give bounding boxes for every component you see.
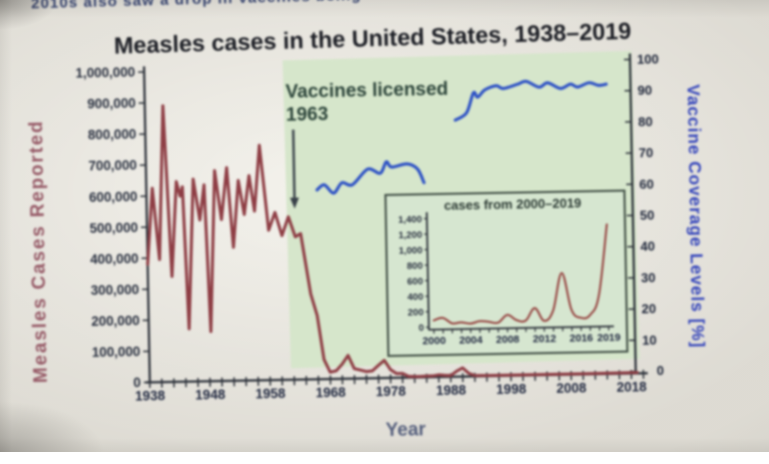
svg-text:2019: 2019	[597, 332, 621, 344]
svg-text:2000: 2000	[422, 335, 446, 347]
svg-text:Measles cases in the United St: Measles cases in the United States, 1938…	[114, 18, 632, 59]
svg-text:700,000: 700,000	[88, 158, 137, 174]
svg-text:1963: 1963	[286, 104, 329, 126]
svg-text:1938: 1938	[135, 388, 166, 404]
svg-text:20: 20	[641, 301, 656, 316]
svg-text:0: 0	[657, 363, 665, 378]
svg-text:2016: 2016	[570, 332, 594, 344]
svg-text:800: 800	[407, 261, 423, 272]
svg-text:2004: 2004	[459, 334, 483, 346]
svg-text:1,000,000: 1,000,000	[75, 65, 135, 81]
svg-text:70: 70	[639, 145, 654, 160]
svg-text:400: 400	[407, 292, 423, 303]
svg-text:1978: 1978	[376, 384, 407, 400]
svg-text:2018: 2018	[616, 379, 647, 395]
svg-text:200: 200	[408, 307, 424, 318]
svg-text:Vaccine Coverage Levels [%]: Vaccine Coverage Levels [%]	[683, 84, 708, 348]
svg-text:Measles Cases Reported: Measles Cases Reported	[26, 119, 52, 383]
svg-text:600,000: 600,000	[89, 189, 138, 205]
svg-text:1988: 1988	[436, 383, 467, 399]
svg-text:400,000: 400,000	[90, 251, 139, 267]
svg-text:1,000: 1,000	[399, 245, 423, 256]
svg-text:0: 0	[418, 323, 423, 334]
svg-text:800,000: 800,000	[88, 127, 137, 143]
svg-text:60: 60	[639, 176, 654, 191]
svg-text:Vaccines licensed: Vaccines licensed	[285, 79, 448, 103]
svg-text:1998: 1998	[496, 381, 527, 397]
svg-text:90: 90	[637, 83, 652, 98]
svg-text:500,000: 500,000	[89, 220, 138, 236]
svg-text:200,000: 200,000	[91, 313, 140, 329]
svg-text:Year: Year	[385, 419, 426, 441]
svg-text:30: 30	[641, 270, 656, 285]
svg-text:100: 100	[637, 51, 659, 66]
svg-text:40: 40	[640, 239, 655, 254]
svg-text:10: 10	[642, 332, 657, 347]
svg-text:1958: 1958	[255, 386, 286, 402]
svg-text:100,000: 100,000	[92, 344, 141, 360]
svg-text:900,000: 900,000	[87, 96, 136, 112]
svg-text:80: 80	[638, 114, 653, 129]
svg-text:cases from 2000–2019: cases from 2000–2019	[444, 195, 582, 213]
svg-text:2008: 2008	[496, 334, 520, 346]
svg-text:600: 600	[407, 276, 423, 287]
svg-text:1,400: 1,400	[398, 214, 422, 225]
svg-text:1948: 1948	[195, 387, 226, 403]
svg-text:300,000: 300,000	[91, 282, 140, 298]
svg-text:2008: 2008	[556, 380, 587, 396]
svg-text:2012: 2012	[533, 333, 557, 345]
svg-text:50: 50	[640, 208, 655, 223]
svg-text:1,200: 1,200	[398, 230, 422, 241]
svg-text:1968: 1968	[315, 385, 346, 401]
